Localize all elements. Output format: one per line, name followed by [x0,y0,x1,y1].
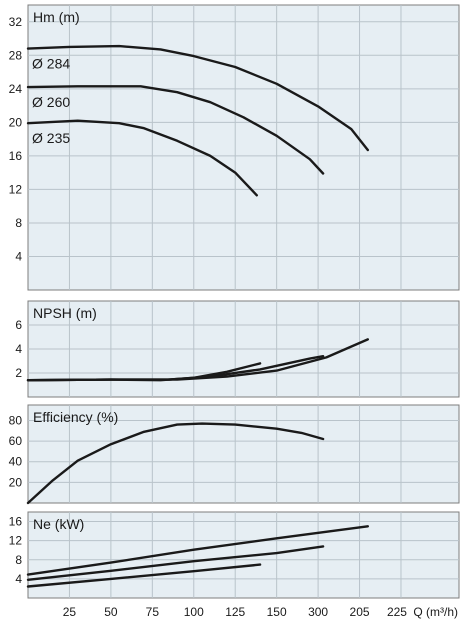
curve-ne-1 [26,525,369,576]
x-tick-label: 225 [387,605,407,619]
y-tick-label: 40 [9,455,23,469]
panel-efficiency: 20 40 60 80 Efficiency (%) [9,404,460,505]
x-tick-label: 205 [350,605,370,619]
panel-npsh: 2 4 6 NPSH (m) [15,300,460,398]
panel-title: Hm (m) [33,9,80,25]
y-tick-label: 4 [15,342,22,356]
curve-npsh-3 [26,338,369,382]
x-tick-label: 125 [225,605,245,619]
panel-ne: 4 8 12 16 Ne (kW) [9,511,460,599]
y-tick-label: 32 [9,15,23,29]
y-tick-label: 16 [9,515,23,529]
y-tick-label: 8 [15,216,22,230]
y-tick-label: 6 [15,318,22,332]
y-tick-label: 80 [9,413,23,427]
x-tick-label: 50 [104,605,118,619]
panel-hm: 4 8 12 16 20 24 28 32 Ø 284 Ø 260 Ø 235 Hm (m) [9,4,460,291]
y-tick-label: 24 [9,82,23,96]
curve-ne-3 [26,563,262,588]
y-tick-label: 20 [9,115,23,129]
y-tick-label: 60 [9,434,23,448]
curve-hm-1 [26,44,369,152]
curve-label: Ø 284 [32,56,70,72]
curve-label: Ø 235 [32,130,70,146]
y-tick-label: 12 [9,182,23,196]
x-tick-label: 300 [308,605,328,619]
x-tick-label: 25 [63,605,77,619]
x-tick-label: 150 [267,605,287,619]
y-tick-label: 20 [9,475,23,489]
panel-background [27,511,460,599]
y-tick-label: 12 [9,534,23,548]
curve-hm-3 [26,119,258,197]
panel-background [27,4,460,291]
y-tick-label: 2 [15,366,22,380]
panel-title: Efficiency (%) [33,409,118,425]
curve-hm-2 [26,85,325,175]
y-tick-label: 4 [15,249,22,263]
panel-background [27,404,460,504]
y-tick-label: 4 [15,572,22,586]
x-tick-label: 75 [146,605,160,619]
curve-ne-2 [26,545,325,581]
x-axis-label: Q (m³/h) [413,605,458,619]
y-tick-label: 8 [15,553,22,567]
curve-label: Ø 260 [32,94,70,110]
panel-title: NPSH (m) [33,305,97,321]
curve-efficiency-1 [26,422,325,505]
x-tick-label: 100 [184,605,204,619]
panel-title: Ne (kW) [33,516,84,532]
y-tick-label: 16 [9,149,23,163]
x-axis: 25 50 75 100 125 150 300 205 225 Q (m³/h) [63,605,458,619]
y-tick-label: 28 [9,48,23,62]
